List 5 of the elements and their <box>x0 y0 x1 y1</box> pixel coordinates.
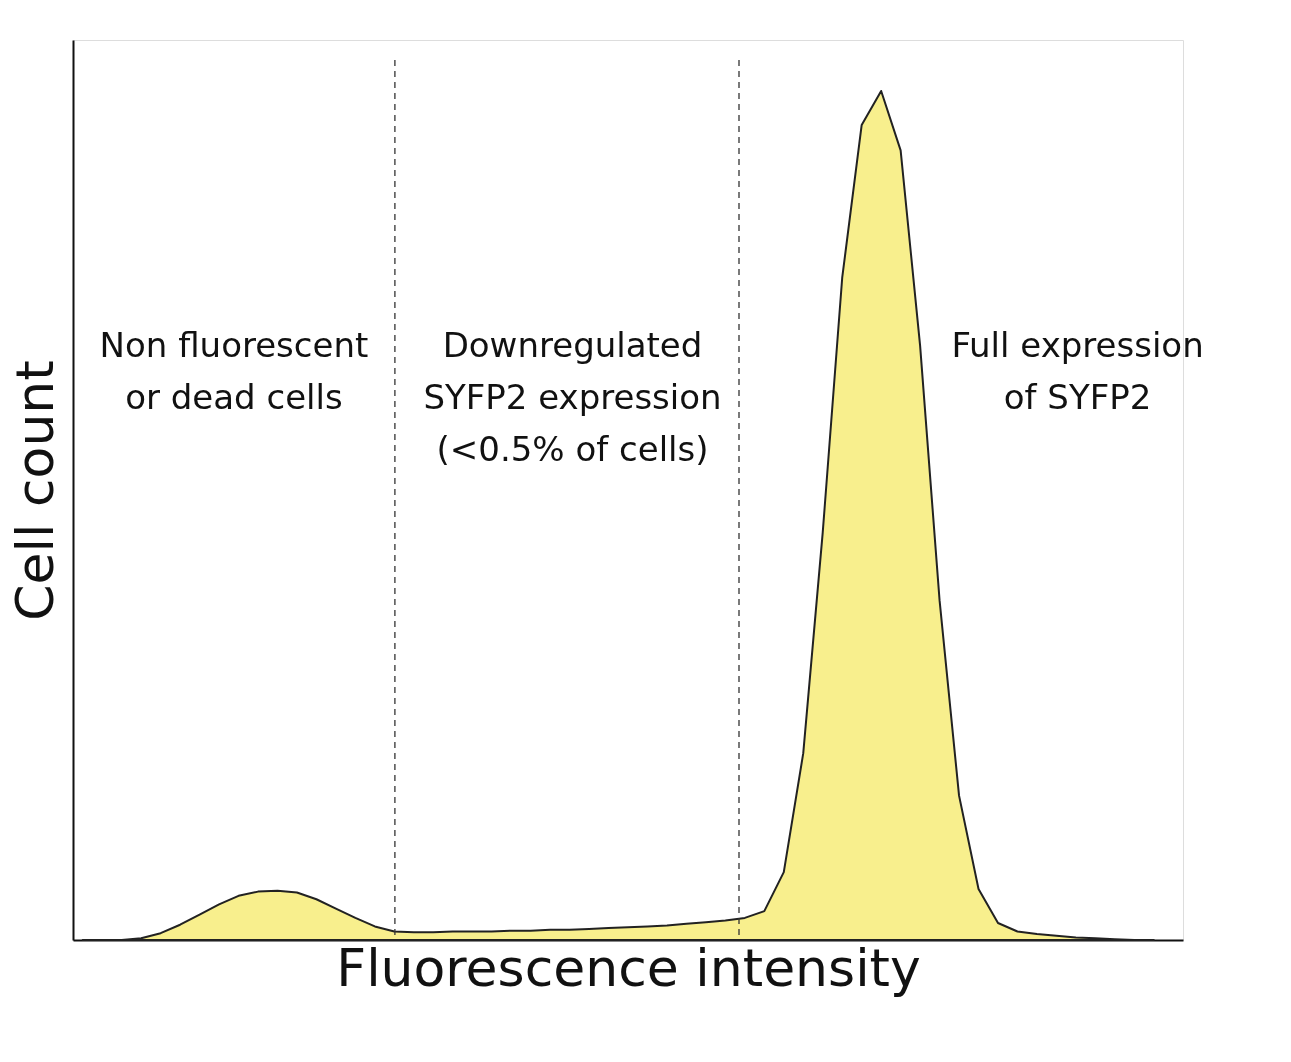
annotation: Full expression of SYFP2 <box>951 325 1204 417</box>
y-axis-title: Cell count <box>4 360 65 621</box>
annotation: Non fluorescent or dead cells <box>99 325 369 417</box>
annotation: Downregulated SYFP2 expression (<0.5% of cells) <box>423 325 722 469</box>
x-axis-title: Fluorescence intensity <box>336 937 921 998</box>
